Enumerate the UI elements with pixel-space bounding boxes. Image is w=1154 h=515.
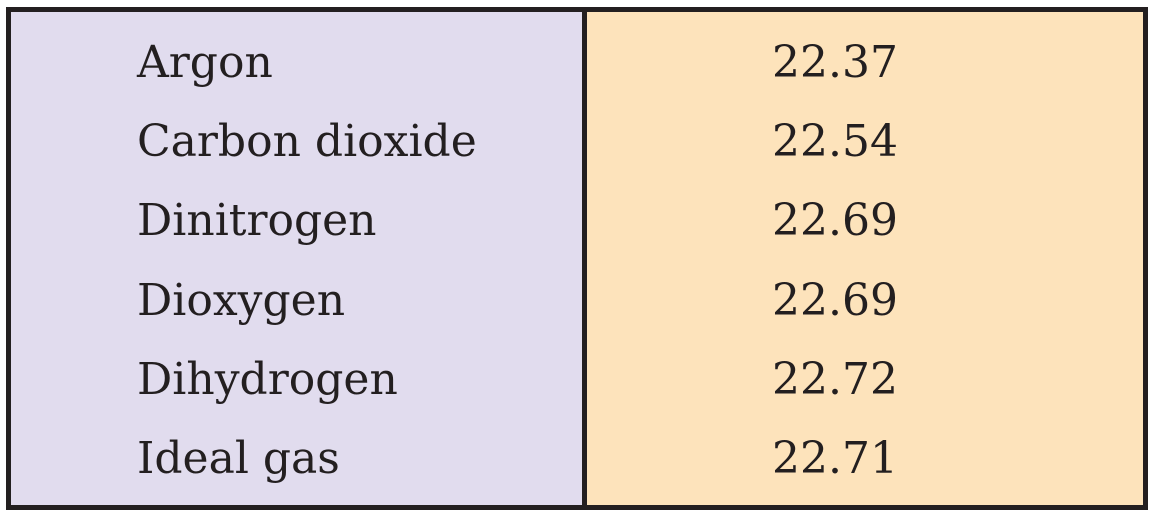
gas-name-cell: Carbon dioxide (137, 116, 477, 167)
molar-volume-cell: 22.54 (772, 116, 898, 167)
gas-volume-table: Argon Carbon dioxide Dinitrogen Dioxygen… (6, 7, 1148, 510)
molar-volume-cell: 22.71 (772, 433, 898, 484)
gas-name-cell: Argon (137, 37, 273, 88)
gas-name-cell: Dihydrogen (137, 354, 398, 405)
molar-volume-cell: 22.69 (772, 275, 898, 326)
gas-name-cell: Dioxygen (137, 275, 346, 326)
molar-volume-column: 22.37 22.54 22.69 22.69 22.72 22.71 (587, 12, 1143, 505)
gas-name-cell: Ideal gas (137, 433, 340, 484)
molar-volume-cell: 22.37 (772, 37, 898, 88)
gas-name-cell: Dinitrogen (137, 195, 377, 246)
gas-name-column: Argon Carbon dioxide Dinitrogen Dioxygen… (11, 12, 587, 505)
molar-volume-cell: 22.69 (772, 195, 898, 246)
molar-volume-cell: 22.72 (772, 354, 898, 405)
